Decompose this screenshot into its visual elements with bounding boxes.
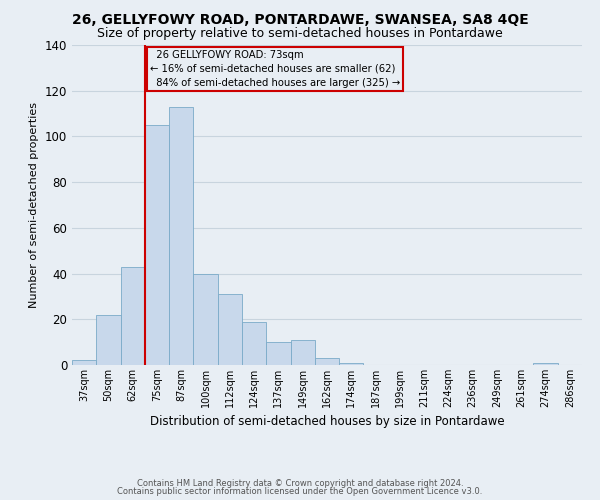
Bar (96, 314, 121, 365)
X-axis label: Distribution of semi-detached houses by size in Pontardawe: Distribution of semi-detached houses by … (149, 416, 505, 428)
Text: Contains HM Land Registry data © Crown copyright and database right 2024.: Contains HM Land Registry data © Crown c… (137, 478, 463, 488)
Text: 26, GELLYFOWY ROAD, PONTARDAWE, SWANSEA, SA8 4QE: 26, GELLYFOWY ROAD, PONTARDAWE, SWANSEA,… (71, 12, 529, 26)
Bar (533, 362, 558, 365)
Bar (315, 358, 339, 365)
Bar (339, 362, 364, 365)
Y-axis label: Number of semi-detached properties: Number of semi-detached properties (29, 102, 39, 308)
Bar (121, 266, 145, 365)
Text: Contains public sector information licensed under the Open Government Licence v3: Contains public sector information licen… (118, 487, 482, 496)
Text: 26 GELLYFOWY ROAD: 73sqm
← 16% of semi-detached houses are smaller (62)
  84% of: 26 GELLYFOWY ROAD: 73sqm ← 16% of semi-d… (150, 50, 400, 88)
Bar (169, 106, 193, 365)
Text: Size of property relative to semi-detached houses in Pontardawe: Size of property relative to semi-detach… (97, 28, 503, 40)
Bar (218, 294, 242, 365)
Bar (145, 125, 169, 365)
Bar (193, 274, 218, 365)
Bar (242, 322, 266, 365)
Bar (266, 342, 290, 365)
Bar (72, 360, 96, 365)
Bar (290, 340, 315, 365)
